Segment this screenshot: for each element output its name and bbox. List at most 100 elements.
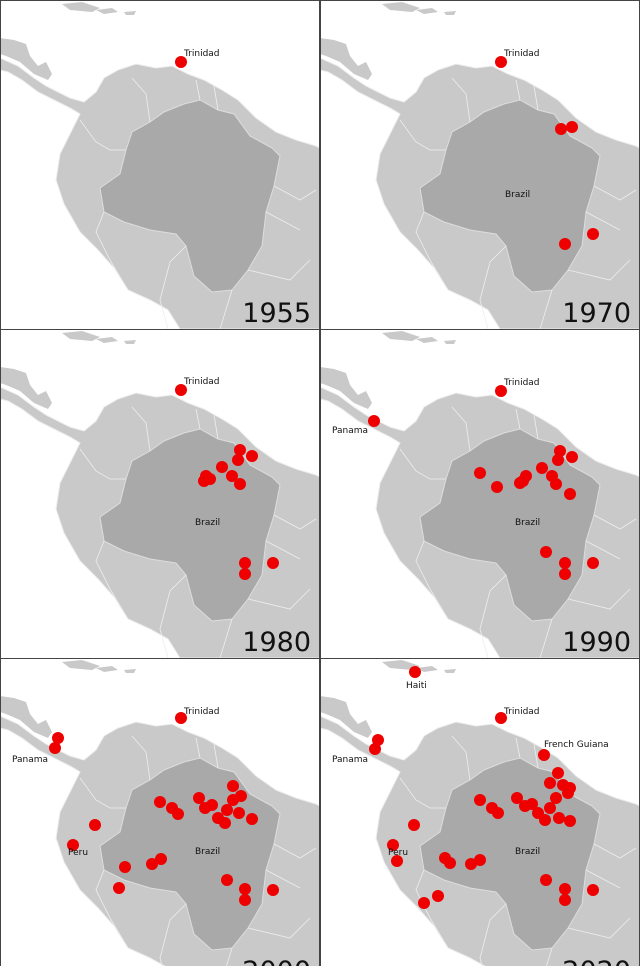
occurrence-dot <box>193 792 205 804</box>
occurrence-dot <box>235 790 247 802</box>
year-label: 2020 <box>562 956 631 966</box>
year-label: 1955 <box>242 298 311 329</box>
occurrence-dot <box>559 557 571 569</box>
place-label: Trinidad <box>183 707 220 717</box>
map-panel: Trinidad Panama Peru Brazil 2000 <box>0 658 320 966</box>
occurrence-dot <box>491 481 503 493</box>
occurrence-dot <box>544 802 556 814</box>
map-panel: Trinidad Brazil 1970 <box>320 0 640 329</box>
place-label: Trinidad <box>503 49 540 59</box>
base-map <box>0 0 320 329</box>
occurrence-dot <box>172 808 184 820</box>
occurrence-dot <box>495 56 507 68</box>
occurrence-dot <box>554 445 566 457</box>
year-label: 1970 <box>562 298 631 329</box>
place-label: Brazil <box>515 518 540 528</box>
base-map <box>320 658 640 966</box>
occurrence-dot <box>226 470 238 482</box>
occurrence-dot <box>221 804 233 816</box>
occurrence-dot <box>495 385 507 397</box>
occurrence-dot <box>234 478 246 490</box>
occurrence-dot <box>540 874 552 886</box>
occurrence-dot <box>559 883 571 895</box>
occurrence-dot <box>227 780 239 792</box>
occurrence-dot <box>552 454 564 466</box>
year-label: 1990 <box>562 627 631 658</box>
occurrence-dot <box>52 732 64 744</box>
occurrence-dot <box>474 794 486 806</box>
year-label: 1980 <box>242 627 311 658</box>
occurrence-dot <box>146 858 158 870</box>
occurrence-dot <box>474 467 486 479</box>
base-map <box>320 0 640 329</box>
occurrence-dot <box>369 743 381 755</box>
occurrence-dot <box>387 839 399 851</box>
occurrence-dot <box>267 557 279 569</box>
occurrence-dot <box>474 854 486 866</box>
occurrence-dot <box>391 855 403 867</box>
place-label: Brazil <box>195 518 220 528</box>
occurrence-dot <box>154 796 166 808</box>
occurrence-dot <box>219 817 231 829</box>
occurrence-dot <box>175 712 187 724</box>
occurrence-dot <box>564 815 576 827</box>
occurrence-dot <box>495 712 507 724</box>
occurrence-dot <box>587 884 599 896</box>
occurrence-dot <box>239 568 251 580</box>
occurrence-dot <box>246 813 258 825</box>
occurrence-dot <box>587 228 599 240</box>
place-label: Panama <box>332 426 368 436</box>
place-label: Trinidad <box>503 378 540 388</box>
occurrence-dot <box>555 123 567 135</box>
occurrence-dot <box>267 884 279 896</box>
occurrence-dot <box>233 807 245 819</box>
occurrence-dot <box>539 814 551 826</box>
occurrence-dot <box>553 812 565 824</box>
occurrence-dot <box>465 858 477 870</box>
place-label: Trinidad <box>503 707 540 717</box>
panel-border <box>0 658 320 966</box>
occurrence-dot <box>246 450 258 462</box>
occurrence-dot <box>206 799 218 811</box>
occurrence-dot <box>544 777 556 789</box>
occurrence-dot <box>175 56 187 68</box>
occurrence-dot <box>49 742 61 754</box>
occurrence-dot <box>536 462 548 474</box>
occurrence-dot <box>559 894 571 906</box>
occurrence-dot <box>113 882 125 894</box>
place-label: Panama <box>332 755 368 765</box>
map-panel: Haiti Trinidad French Guiana Panama Peru Braz… <box>320 658 640 966</box>
occurrence-dot <box>550 478 562 490</box>
occurrence-dot <box>239 894 251 906</box>
occurrence-dot <box>408 819 420 831</box>
place-label: French Guiana <box>544 740 609 750</box>
occurrence-dot <box>526 798 538 810</box>
occurrence-dot <box>492 807 504 819</box>
occurrence-dot <box>216 461 228 473</box>
place-label: Trinidad <box>183 49 220 59</box>
base-map <box>320 329 640 658</box>
occurrence-dot <box>587 557 599 569</box>
panel-border <box>0 329 320 658</box>
map-panel: Trinidad 1955 <box>0 0 320 329</box>
occurrence-dot <box>239 883 251 895</box>
occurrence-dot <box>368 415 380 427</box>
occurrence-dot <box>566 121 578 133</box>
occurrence-dot <box>175 384 187 396</box>
occurrence-dot <box>566 451 578 463</box>
place-label: Panama <box>12 755 48 765</box>
occurrence-dot <box>552 767 564 779</box>
base-map <box>0 329 320 658</box>
occurrence-dot <box>234 444 246 456</box>
place-label: Peru <box>388 848 408 858</box>
panel-border <box>0 0 320 329</box>
base-map <box>0 658 320 966</box>
occurrence-dot <box>155 853 167 865</box>
occurrence-dot <box>511 792 523 804</box>
occurrence-dot <box>444 857 456 869</box>
place-label: Peru <box>68 848 88 858</box>
place-label: Haiti <box>406 681 427 691</box>
occurrence-dot <box>559 568 571 580</box>
occurrence-dot <box>89 819 101 831</box>
